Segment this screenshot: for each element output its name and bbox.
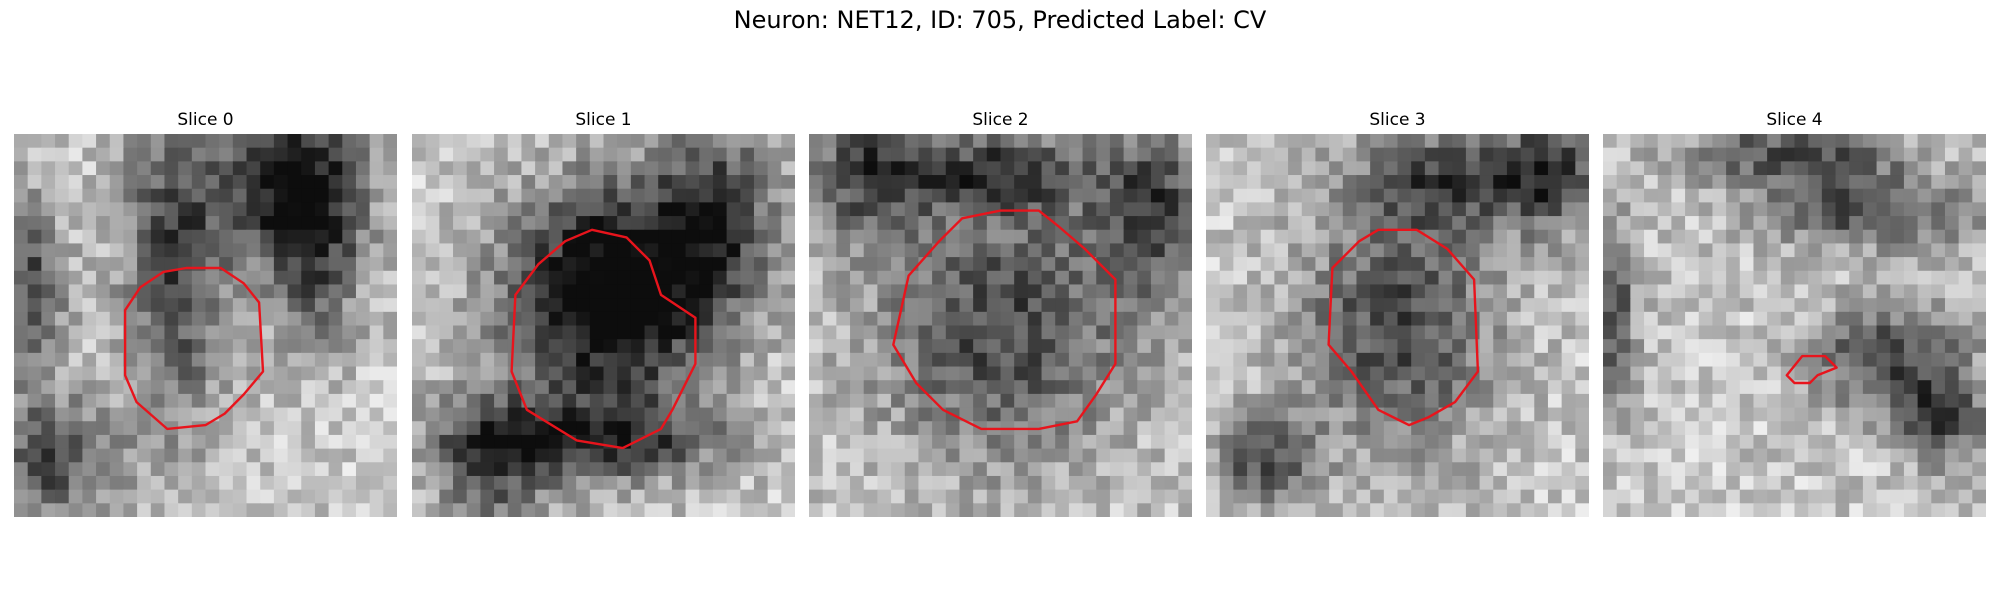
segmentation-contour-3 bbox=[1327, 228, 1480, 427]
segmentation-contour-2 bbox=[892, 209, 1117, 431]
slice-panel-0: Slice 0 bbox=[14, 108, 397, 517]
slice-title-4: Slice 4 bbox=[1766, 110, 1823, 130]
slice-panel-4: Slice 4 bbox=[1603, 108, 1986, 517]
slice-title-0: Slice 0 bbox=[177, 110, 234, 130]
slice-panel-1: Slice 1 bbox=[412, 108, 795, 517]
segmentation-contour-0 bbox=[123, 266, 265, 431]
slice-image-0 bbox=[14, 134, 397, 517]
slice-image-3 bbox=[1206, 134, 1589, 517]
segmentation-contour-1 bbox=[510, 228, 697, 450]
slice-panel-3: Slice 3 bbox=[1206, 108, 1589, 517]
slice-title-2: Slice 2 bbox=[972, 110, 1029, 130]
slice-title-3: Slice 3 bbox=[1369, 110, 1426, 130]
slice-title-1: Slice 1 bbox=[575, 110, 632, 130]
segmentation-contour-4 bbox=[1785, 354, 1838, 385]
figure-title: Neuron: NET12, ID: 705, Predicted Label:… bbox=[733, 6, 1267, 34]
slice-image-2 bbox=[809, 134, 1192, 517]
slice-image-1 bbox=[412, 134, 795, 517]
slice-panel-2: Slice 2 bbox=[809, 108, 1192, 517]
slice-image-4 bbox=[1603, 134, 1986, 517]
